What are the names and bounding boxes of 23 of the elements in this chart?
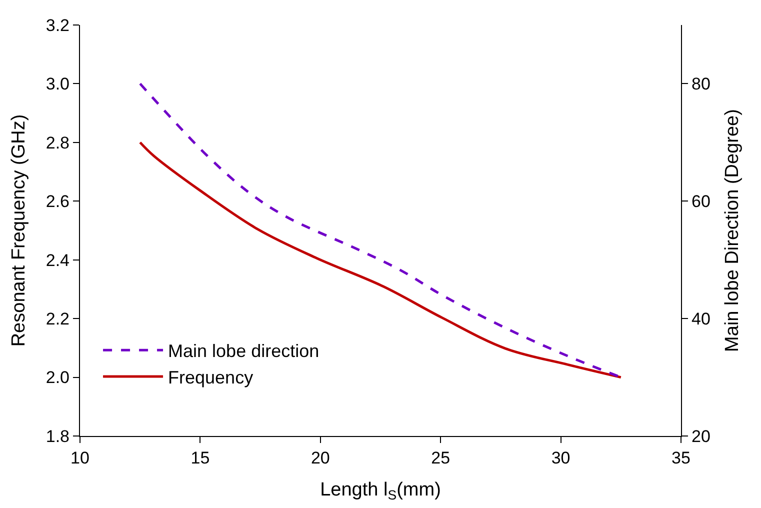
y-tick-label: 2.6	[46, 192, 70, 212]
x-tick-label: 10	[70, 448, 90, 468]
x-tick-label: 15	[190, 448, 210, 468]
x-tick-label: 30	[551, 448, 570, 468]
y-tick-label: 3.0	[46, 74, 70, 94]
y2-tick-label: 60	[692, 192, 710, 212]
y-axis-title: Resonant Frequency (GHz)	[8, 114, 30, 347]
y2-tick-label: 40	[692, 310, 710, 329]
legend-label: Frequency	[168, 368, 254, 388]
x-tick-label: 20	[310, 448, 330, 468]
y2-axis-title: Main lobe Direction (Degree)	[722, 109, 744, 352]
y-tick-label: 2.0	[46, 368, 70, 388]
y2-tick-label: 20	[692, 426, 710, 446]
y-tick-label: 1.8	[46, 426, 70, 446]
y-tick-label: 2.4	[46, 250, 70, 270]
y-tick-label: 3.2	[46, 16, 70, 35]
x-tick-label: 25	[431, 448, 450, 468]
y-tick-label: 2.8	[46, 133, 70, 152]
y2-tick-label: 80	[692, 74, 710, 94]
x-tick-label: 35	[672, 448, 690, 468]
x-axis-title: Length l$_{S}$(mm)	[320, 479, 441, 502]
y-tick-label: 2.2	[46, 310, 70, 329]
legend-label: Main lobe direction	[168, 341, 320, 362]
